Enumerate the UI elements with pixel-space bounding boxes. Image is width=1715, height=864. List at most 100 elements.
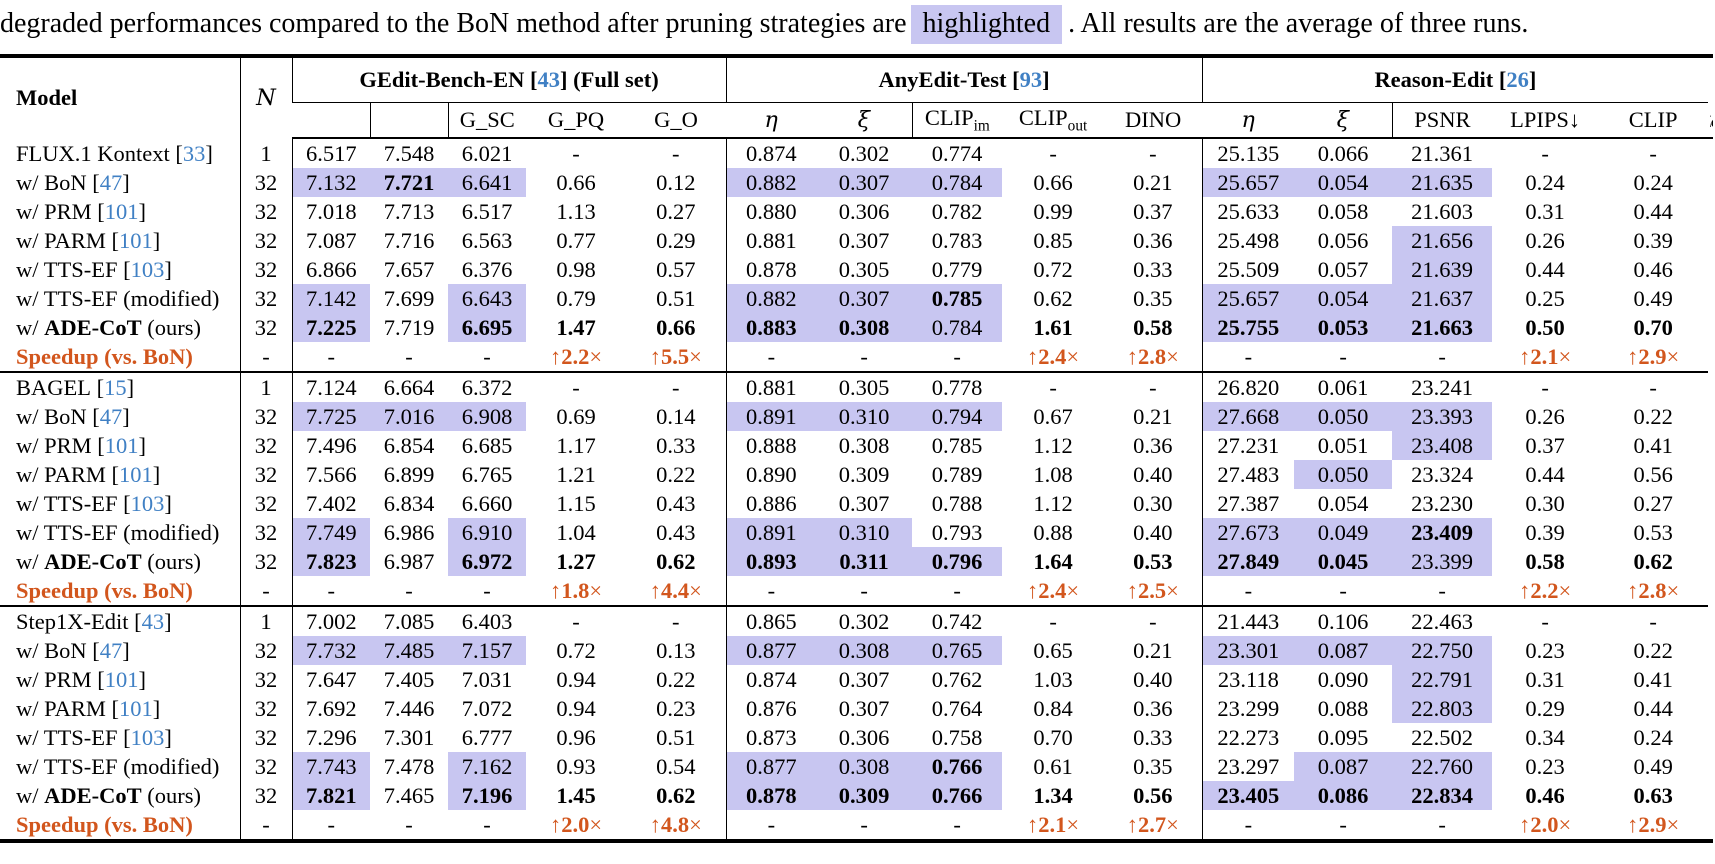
citation-link[interactable]: 103: [130, 257, 165, 282]
metric-cell: 6.987: [383, 549, 435, 574]
method-name-bold: ADE-CoT: [44, 783, 142, 808]
up-arrow-icon: ↑: [1519, 578, 1531, 603]
metric-cell: -: [405, 578, 413, 603]
metric-cell: 0.888: [725, 431, 817, 460]
citation-link[interactable]: 33: [182, 140, 206, 166]
citation-link[interactable]: 101: [104, 199, 139, 224]
citation-link[interactable]: 101: [118, 228, 153, 253]
citation-link[interactable]: 43: [537, 67, 560, 92]
metric-column-header: PSNR: [1391, 102, 1493, 139]
table-body: FLUX.1 Kontext [33] 1 6.517 7.548 6.021- -0.8…: [0, 138, 1713, 841]
metric-cell: ↑2.1×: [1492, 342, 1598, 372]
metric-cell: 0.27: [656, 199, 696, 224]
model-label: w/ PARM [101]: [16, 462, 161, 487]
up-arrow-icon: ↑: [1627, 812, 1639, 837]
metric-cell: 0.308: [816, 752, 913, 781]
metric-cell: 0.35: [1133, 286, 1173, 311]
up-arrow-icon: ↑: [1627, 578, 1639, 603]
metric-cell: ↑2.2×: [1492, 576, 1598, 606]
n-value: -: [239, 810, 292, 841]
citation-link[interactable]: 101: [118, 696, 153, 721]
table-row: w/ ADE-CoT (ours) 32 7.225 7.719 6.695 1.47 0.…: [0, 313, 1713, 342]
metric-cell: 0.882: [725, 168, 817, 197]
n-column-header: N: [239, 56, 292, 138]
metric-cell: 0.881: [725, 371, 817, 402]
method-name-bold: ADE-CoT: [44, 549, 142, 574]
metric-cell: 0.057: [1317, 257, 1369, 282]
speedup-value: ↑4.8×: [649, 812, 702, 837]
citation-link[interactable]: 101: [104, 433, 139, 458]
metric-cell: 6.777: [461, 725, 513, 750]
citation-link[interactable]: 103: [130, 725, 165, 750]
metric-cell: 0.24: [1633, 170, 1673, 195]
up-arrow-icon: ↑: [549, 578, 562, 603]
metric-cell: 1.12: [1033, 491, 1073, 516]
citation-link[interactable]: 47: [99, 170, 123, 195]
speedup-label: Speedup (vs. BoN): [16, 578, 193, 603]
metric-cell: -: [291, 342, 370, 372]
citation-link[interactable]: 26: [1506, 67, 1529, 92]
metric-cell: -: [1541, 141, 1549, 166]
citation-link[interactable]: 47: [99, 404, 123, 429]
metric-cell: 0.309: [838, 462, 890, 487]
metric-cell: -: [572, 141, 580, 166]
metric-cell: 0.874: [725, 665, 817, 694]
metric-cell: 0.44: [1633, 696, 1673, 721]
citation-link[interactable]: 47: [99, 638, 123, 663]
metric-cell: 0.44: [1633, 199, 1673, 224]
metric-cell: 0.50: [1525, 315, 1565, 340]
table-row: w/ ADE-CoT (ours) 32 7.821 7.465 7.196 1.45 0.…: [0, 781, 1713, 810]
citation-link[interactable]: 103: [130, 491, 165, 516]
metric-cell: 7.296: [291, 723, 370, 752]
metric-cell: 27.231: [1201, 431, 1295, 460]
method-name-bold: ADE-CoT: [44, 315, 142, 340]
metric-cell: 0.789: [931, 462, 983, 487]
metric-cell: 0.054: [1294, 284, 1393, 313]
metric-cell: -: [626, 371, 727, 402]
metric-cell: -: [1339, 812, 1347, 837]
citation-link[interactable]: 15: [104, 375, 127, 400]
metric-cell: 23.405: [1201, 781, 1295, 810]
metric-cell: 0.23: [656, 696, 696, 721]
metric-column-header: η: [1708, 102, 1711, 139]
metric-cell: ↑2.1×: [1002, 810, 1104, 841]
metric-cell: 0.21: [1133, 404, 1173, 429]
metric-column-header: G_O: [626, 102, 727, 139]
metric-cell: 0.30: [1133, 491, 1173, 516]
metric-cell: 0.788: [931, 491, 983, 516]
metric-cell: 0.58: [1525, 549, 1565, 574]
metric-cell: 0.69: [556, 404, 596, 429]
metric-cell: 0.21: [1133, 638, 1173, 663]
metric-cell: 0.307: [838, 228, 890, 253]
metric-cell: 0.33: [1133, 257, 1173, 282]
metric-cell: 0.050: [1294, 402, 1393, 431]
citation-link[interactable]: 93: [1019, 67, 1043, 92]
metric-cell: 0.46: [1633, 257, 1673, 282]
header-spacer: [369, 102, 448, 139]
metric-cell: 7.405: [383, 667, 435, 692]
metric-cell: 0.874: [725, 138, 817, 168]
metric-cell: -: [725, 576, 817, 606]
up-arrow-icon: ↑: [1126, 812, 1139, 837]
metric-cell: 0.086: [1294, 781, 1393, 810]
citation-link[interactable]: 101: [104, 667, 139, 692]
metric-cell: 0.890: [725, 460, 817, 489]
metric-cell: 27.483: [1201, 460, 1295, 489]
metric-cell: 0.305: [816, 371, 913, 402]
caption-highlighted-word: highlighted: [910, 5, 1063, 44]
metric-cell: 0.308: [816, 636, 913, 665]
metric-cell: 0.40: [1133, 462, 1173, 487]
citation-link[interactable]: 101: [118, 462, 153, 487]
metric-cell: 0.37: [1133, 199, 1173, 224]
metric-cell: 7.496: [291, 431, 370, 460]
metric-cell: -: [1002, 605, 1105, 636]
up-arrow-icon: ↑: [1027, 344, 1039, 369]
metric-cell: ↑2.4×: [1002, 576, 1104, 606]
table-row: w/ PRM [101] 32 7.496 6.854 6.685 1.17 0.33 0.8…: [0, 431, 1713, 460]
metric-cell: 21.361: [1411, 141, 1474, 166]
metric-cell: 0.57: [656, 257, 696, 282]
metric-cell: 0.99: [1033, 199, 1073, 224]
table-row: FLUX.1 Kontext [33] 1 6.517 7.548 6.021 - - 0.8…: [0, 138, 1713, 168]
metric-cell: 0.090: [1317, 667, 1369, 692]
citation-link[interactable]: 43: [141, 609, 165, 634]
